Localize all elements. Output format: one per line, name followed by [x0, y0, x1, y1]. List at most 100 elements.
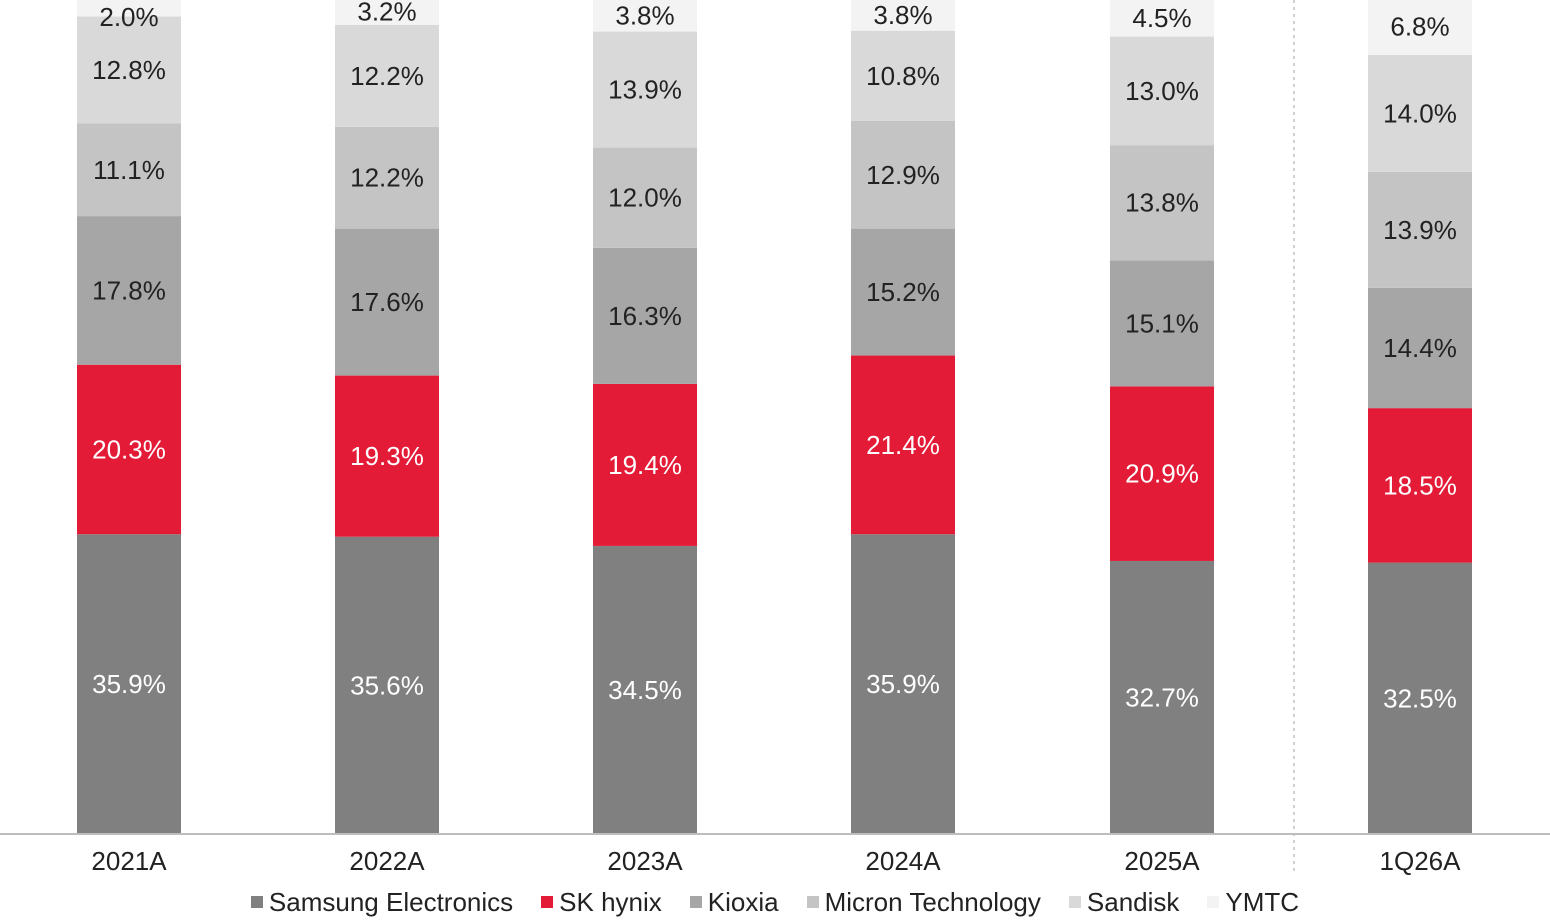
bar-segment-kioxia-1q26a: [1368, 287, 1472, 409]
data-label-sandisk-2024a: 10.8%: [866, 61, 940, 91]
data-label-micron-technology-2024a: 12.9%: [866, 160, 940, 190]
bar-segment-micron-technology-2023a: [593, 147, 697, 248]
bar-segment-samsung-electronics-2021a: [77, 534, 181, 834]
legend-item-ymtc: YMTC: [1207, 887, 1299, 918]
bar-segment-sandisk-2021a: [77, 16, 181, 124]
bar-segment-ymtc-2022a: [335, 0, 439, 25]
bar-stack-2021a: 35.9% 20.3% 17.8% 11.1% 12.8% 2.0%: [77, 0, 181, 834]
data-label-sk-hynix-2024a: 21.4%: [866, 430, 940, 460]
x-axis-ticks: 2021A 2022A 2023A 2024A 2025A 1Q26A: [91, 846, 1461, 876]
bar-segment-micron-technology-2024a: [851, 120, 955, 229]
bar-segment-kioxia-2022a: [335, 228, 439, 376]
legend-item-sk-hynix: SK hynix: [541, 887, 662, 918]
bar-segment-kioxia-2021a: [77, 216, 181, 365]
bar-segment-micron-technology-2022a: [335, 126, 439, 229]
data-label-micron-technology-2021a: 11.1%: [93, 155, 165, 185]
legend-item-sandisk: Sandisk: [1068, 886, 1180, 918]
bar-stack-2022a: 35.6% 19.3% 17.6% 12.2% 12.2% 3.2%: [335, 0, 439, 834]
data-label-sandisk-2023a: 13.9%: [608, 75, 682, 105]
bar-segment-samsung-electronics-2022a: [335, 536, 439, 834]
bar-segment-micron-technology-2025a: [1110, 145, 1214, 261]
bar-segment-sk-hynix-1q26a: [1368, 408, 1472, 563]
bar-segment-samsung-electronics-1q26a: [1368, 562, 1472, 834]
stacked-bar-chart: 35.9% 20.3% 17.8% 11.1% 12.8% 2.0% 35.6% 19.3% 1…: [0, 0, 1550, 876]
bar-stack-2024a: 35.9% 21.4% 15.2% 12.9% 10.8% 3.8%: [851, 0, 955, 834]
bar-segment-sandisk-2025a: [1110, 36, 1214, 146]
bar-segment-kioxia-2023a: [593, 247, 697, 384]
x-tick-label-2024a: 2024A: [865, 846, 941, 876]
data-label-samsung-electronics-2021a: 35.9%: [92, 669, 166, 699]
data-label-ymtc-2024a: 3.8%: [873, 0, 932, 30]
data-label-kioxia-2025a: 15.1%: [1125, 308, 1199, 338]
bar-segment-ymtc-1q26a: [1368, 0, 1472, 55]
legend-swatch-sk-hynix: [541, 896, 554, 908]
data-label-kioxia-2021a: 17.8%: [92, 275, 166, 305]
data-label-samsung-electronics-2024a: 35.9%: [866, 669, 940, 699]
data-label-ymtc-2025a: 4.5%: [1132, 3, 1191, 33]
legend: Samsung Electronics SK hynix Kioxia Micron …: [0, 884, 1550, 920]
data-label-sk-hynix-2023a: 19.4%: [608, 450, 682, 480]
x-tick-label-2022a: 2022A: [349, 846, 425, 876]
bar-segment-sandisk-2023a: [593, 31, 697, 148]
legend-label-samsung-electronics: Samsung Electronics: [268, 886, 514, 917]
x-tick-label-1q26a: 1Q26A: [1380, 846, 1462, 876]
bar-stack-2023a: 34.5% 19.4% 16.3% 12.0% 13.9% 3.8%: [593, 0, 697, 834]
legend-label-sk-hynix: SK hynix: [559, 886, 662, 917]
bar-segment-sk-hynix-2024a: [851, 355, 955, 535]
data-label-ymtc-2021a: 2.0%: [99, 2, 158, 32]
bar-segment-sk-hynix-2021a: [77, 364, 181, 535]
legend-label-sandisk: Sandisk: [1086, 886, 1180, 917]
data-label-kioxia-1q26a: 14.4%: [1383, 333, 1457, 363]
legend-swatch-ymtc: [1207, 896, 1220, 908]
legend-item-samsung-electronics: Samsung Electronics: [250, 886, 514, 918]
data-label-micron-technology-1q26a: 13.9%: [1383, 215, 1457, 245]
legend-label-ymtc: YMTC: [1225, 886, 1300, 917]
bar-segment-ymtc-2024a: [851, 0, 955, 31]
data-label-ymtc-2022a: 3.2%: [357, 0, 416, 27]
data-label-sandisk-2021a: 12.8%: [92, 55, 166, 85]
data-label-sk-hynix-2025a: 20.9%: [1125, 459, 1199, 489]
legend-item-micron-technology: Micron Technology: [806, 886, 1041, 918]
data-label-kioxia-2024a: 15.2%: [866, 277, 940, 307]
data-label-ymtc-1q26a: 6.8%: [1390, 12, 1449, 42]
bar-segment-sk-hynix-2023a: [593, 383, 697, 546]
bar-segment-kioxia-2025a: [1110, 260, 1214, 387]
data-label-micron-technology-2022a: 12.2%: [350, 163, 424, 193]
data-label-kioxia-2023a: 16.3%: [608, 301, 682, 331]
data-label-samsung-electronics-2023a: 34.5%: [608, 675, 682, 705]
bar-segment-kioxia-2024a: [851, 228, 955, 356]
bars-layer: 35.9% 20.3% 17.8% 11.1% 12.8% 2.0% 35.6% 19.3% 1…: [77, 0, 1472, 834]
bar-segment-ymtc-2021a: [77, 0, 181, 17]
legend-swatch-micron-technology: [806, 896, 819, 908]
x-tick-label-2023a: 2023A: [607, 846, 683, 876]
legend-item-kioxia: Kioxia: [689, 886, 779, 918]
bar-segment-samsung-electronics-2024a: [851, 534, 955, 834]
legend-swatch-sandisk: [1068, 896, 1081, 908]
data-label-samsung-electronics-1q26a: 32.5%: [1383, 683, 1457, 713]
data-label-ymtc-2023a: 3.8%: [615, 1, 674, 31]
data-label-sk-hynix-1q26a: 18.5%: [1383, 470, 1457, 500]
bar-segment-sandisk-2024a: [851, 30, 955, 121]
data-label-sandisk-2022a: 12.2%: [350, 61, 424, 91]
data-label-micron-technology-2023a: 12.0%: [608, 183, 682, 213]
bar-stack-1q26a: 32.5% 18.5% 14.4% 13.9% 14.0% 6.8%: [1368, 0, 1472, 834]
bar-segment-samsung-electronics-2025a: [1110, 560, 1214, 834]
bar-segment-sk-hynix-2022a: [335, 375, 439, 537]
legend-label-micron-technology: Micron Technology: [824, 886, 1041, 917]
bar-segment-sandisk-1q26a: [1368, 54, 1472, 172]
bar-segment-samsung-electronics-2023a: [593, 545, 697, 834]
x-tick-label-2021a: 2021A: [91, 846, 167, 876]
data-label-kioxia-2022a: 17.6%: [350, 287, 424, 317]
data-label-sandisk-1q26a: 14.0%: [1383, 98, 1457, 128]
data-label-sk-hynix-2021a: 20.3%: [92, 434, 166, 464]
data-label-sk-hynix-2022a: 19.3%: [350, 441, 424, 471]
bar-segment-ymtc-2023a: [593, 0, 697, 32]
legend-label-kioxia: Kioxia: [707, 886, 779, 917]
bar-segment-ymtc-2025a: [1110, 0, 1214, 37]
bar-stack-2025a: 32.7% 20.9% 15.1% 13.8% 13.0% 4.5%: [1110, 0, 1214, 834]
legend-swatch-kioxia: [689, 896, 702, 908]
bar-segment-micron-technology-1q26a: [1368, 171, 1472, 288]
data-label-micron-technology-2025a: 13.8%: [1125, 188, 1199, 218]
x-tick-label-2025a: 2025A: [1124, 846, 1200, 876]
data-label-sandisk-2025a: 13.0%: [1125, 76, 1199, 106]
